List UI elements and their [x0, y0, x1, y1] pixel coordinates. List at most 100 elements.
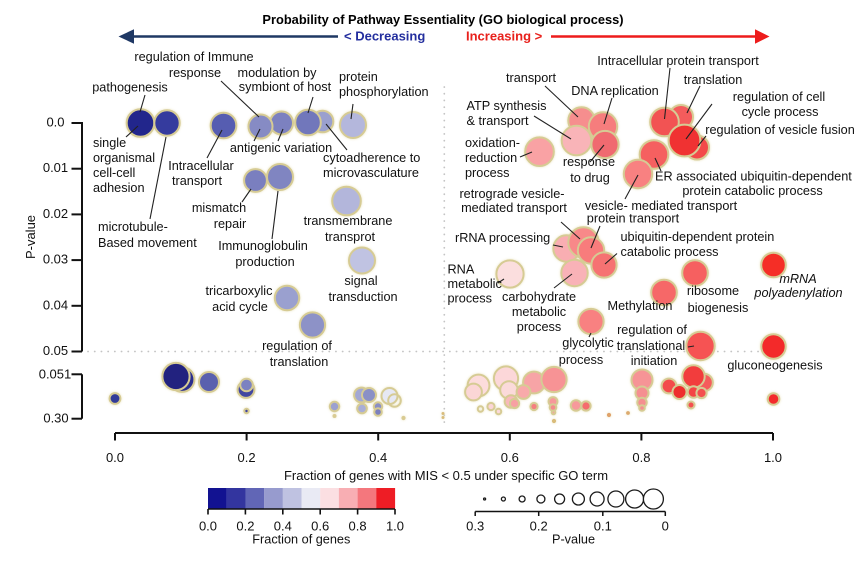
svg-text:regulation of: regulation of [262, 339, 332, 353]
svg-text:1.0: 1.0 [764, 450, 782, 465]
svg-text:microvasculature: microvasculature [323, 166, 419, 180]
svg-text:0.30: 0.30 [43, 411, 68, 426]
svg-text:vesicle- mediated transport: vesicle- mediated transport [585, 199, 738, 213]
svg-text:process: process [559, 353, 603, 367]
svg-text:metabolic: metabolic [512, 305, 567, 319]
svg-text:Intracellular: Intracellular [168, 159, 234, 173]
svg-text:rRNA processing: rRNA processing [455, 231, 550, 245]
svg-text:process: process [448, 292, 492, 306]
svg-text:signal: signal [344, 274, 377, 288]
svg-text:process: process [465, 166, 509, 180]
svg-text:& transport: & transport [467, 114, 530, 128]
svg-text:0.2: 0.2 [236, 519, 254, 534]
svg-text:organismal: organismal [93, 151, 155, 165]
svg-text:Fraction of genes with MIS < 0: Fraction of genes with MIS < 0.5 under s… [284, 468, 608, 483]
svg-text:response: response [563, 155, 615, 169]
svg-text:regulation of vesicle fusion: regulation of vesicle fusion [705, 123, 855, 137]
svg-text:transport: transport [506, 71, 557, 85]
svg-text:regulation of: regulation of [617, 323, 687, 337]
svg-text:0.4: 0.4 [369, 450, 387, 465]
svg-text:transduction: transduction [328, 290, 397, 304]
svg-text:0.3: 0.3 [466, 519, 484, 534]
svg-text:to drug: to drug [570, 171, 610, 185]
svg-text:translation: translation [270, 355, 329, 369]
svg-text:microtubule-: microtubule- [98, 220, 168, 234]
svg-text:Probability of Pathway Essenti: Probability of Pathway Essentiality (GO … [262, 12, 623, 27]
svg-text:0.8: 0.8 [632, 450, 650, 465]
svg-text:1.0: 1.0 [386, 519, 404, 534]
svg-text:ATP synthesis: ATP synthesis [467, 99, 547, 113]
svg-text:cycle process: cycle process [742, 105, 819, 119]
svg-text:translation: translation [684, 73, 743, 87]
svg-text:repair: repair [214, 217, 247, 231]
svg-text:Increasing >: Increasing > [466, 29, 543, 44]
svg-text:Based movement: Based movement [98, 236, 197, 250]
svg-text:reduction: reduction [465, 151, 517, 165]
svg-text:protein catabolic process: protein catabolic process [682, 184, 822, 198]
svg-text:0.05: 0.05 [43, 343, 68, 358]
svg-text:transmembrane: transmembrane [304, 214, 393, 228]
svg-text:antigenic variation: antigenic variation [230, 141, 332, 155]
svg-text:0.0: 0.0 [106, 450, 124, 465]
svg-text:Fraction of genes: Fraction of genes [252, 533, 350, 547]
svg-text:0.2: 0.2 [530, 519, 548, 534]
svg-text:modulation by: modulation by [238, 66, 318, 80]
svg-text:transport: transport [172, 174, 223, 188]
svg-text:0.0: 0.0 [199, 519, 217, 534]
svg-text:transprot: transprot [325, 230, 376, 244]
svg-text:protein: protein [339, 70, 378, 84]
svg-text:gluconeogenesis: gluconeogenesis [727, 359, 822, 373]
svg-text:translational: translational [617, 339, 685, 353]
svg-text:0.2: 0.2 [238, 450, 256, 465]
svg-text:catabolic process: catabolic process [621, 245, 719, 259]
svg-text:carbohydrate: carbohydrate [502, 290, 576, 304]
svg-text:cell-cell: cell-cell [93, 166, 135, 180]
svg-text:polyadenylation: polyadenylation [753, 286, 842, 300]
svg-text:acid cycle: acid cycle [212, 300, 268, 314]
svg-text:glycolytic: glycolytic [562, 336, 614, 350]
svg-text:symbiont of host: symbiont of host [239, 80, 332, 94]
svg-text:mismatch: mismatch [192, 201, 246, 215]
svg-text:mRNA: mRNA [779, 272, 816, 286]
svg-text:0.8: 0.8 [349, 519, 367, 534]
svg-text:ubiquitin-dependent protein: ubiquitin-dependent protein [621, 230, 775, 244]
svg-text:regulation of cell: regulation of cell [733, 90, 825, 104]
svg-text:protein transport: protein transport [587, 212, 680, 226]
svg-text:pathogenesis: pathogenesis [92, 81, 167, 95]
svg-text:0.1: 0.1 [594, 519, 612, 534]
svg-text:process: process [517, 320, 561, 334]
svg-text:Methylation: Methylation [608, 299, 673, 313]
svg-text:0: 0 [662, 519, 669, 534]
svg-text:cytoadherence to: cytoadherence to [323, 151, 420, 165]
svg-text:RNA: RNA [448, 263, 475, 277]
svg-text:0.04: 0.04 [43, 297, 68, 312]
svg-text:P-value: P-value [552, 533, 595, 547]
svg-text:metabolic: metabolic [448, 277, 503, 291]
svg-text:0.6: 0.6 [311, 519, 329, 534]
svg-text:DNA replication: DNA replication [571, 84, 658, 98]
svg-text:0.6: 0.6 [501, 450, 519, 465]
svg-text:phosphorylation: phosphorylation [339, 85, 429, 99]
svg-text:regulation of Immune: regulation of Immune [134, 50, 253, 64]
svg-text:retrograde vesicle-: retrograde vesicle- [459, 187, 564, 201]
svg-text:tricarboxylic: tricarboxylic [206, 284, 274, 298]
svg-text:ER associated ubiquitin-depend: ER associated ubiquitin-dependent [655, 170, 852, 184]
svg-text:adhesion: adhesion [93, 181, 145, 195]
svg-text:0.01: 0.01 [43, 160, 68, 175]
svg-text:Immunoglobulin: Immunoglobulin [218, 239, 308, 253]
svg-text:0.4: 0.4 [274, 519, 292, 534]
svg-text:0.02: 0.02 [43, 206, 68, 221]
svg-text:oxidation-: oxidation- [465, 136, 520, 150]
svg-text:production: production [235, 255, 294, 269]
svg-text:initiation: initiation [631, 354, 678, 368]
svg-text:biogenesis: biogenesis [688, 301, 749, 315]
svg-text:< Decreasing: < Decreasing [344, 29, 425, 44]
svg-text:0.0: 0.0 [46, 115, 64, 130]
svg-text:response: response [169, 66, 221, 80]
svg-text:mediated transport: mediated transport [461, 201, 567, 215]
svg-text:single: single [93, 136, 126, 150]
svg-text:P-value: P-value [23, 215, 38, 259]
svg-text:Intracellular protein transpor: Intracellular protein transport [597, 54, 759, 68]
svg-text:0.03: 0.03 [43, 252, 68, 267]
svg-text:0.051: 0.051 [39, 367, 72, 382]
